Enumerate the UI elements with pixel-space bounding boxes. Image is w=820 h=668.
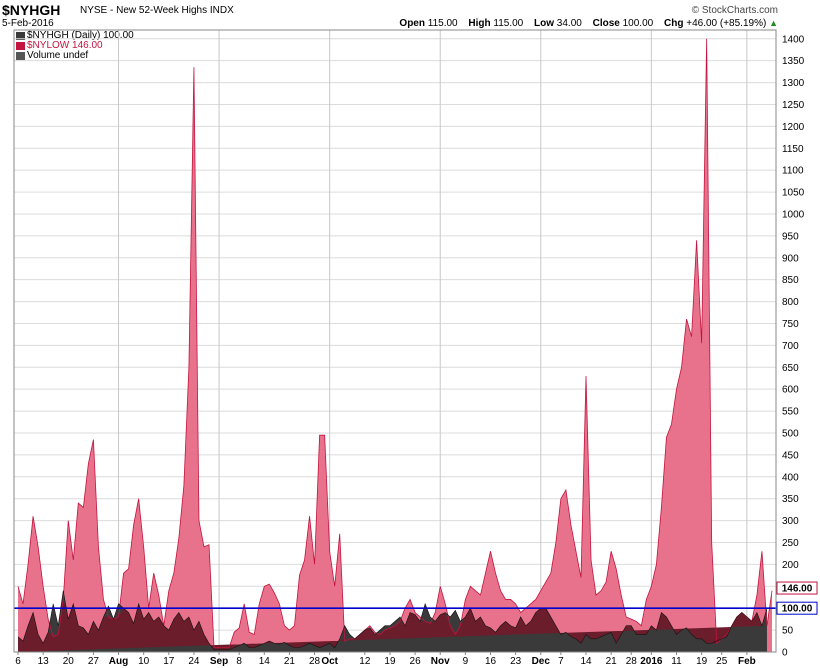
up-triangle-icon: ▲ (769, 18, 778, 28)
chart-legend: $NYHGH (Daily) 100.00 $NYLOW 146.00 Volu… (16, 31, 134, 61)
y-tick-label: 400 (782, 472, 799, 483)
y-tick-label: 800 (782, 297, 799, 308)
x-tick-label: 14 (259, 656, 271, 667)
y-tick-label: 500 (782, 428, 799, 439)
x-tick-label: 14 (580, 656, 592, 667)
chart-exchange: INDX (209, 5, 234, 16)
low-label: Low (534, 18, 555, 29)
y-tick-label: 900 (782, 253, 799, 264)
x-tick-label: Feb (738, 656, 756, 667)
x-tick-label: 28 (309, 656, 321, 667)
y-tick-label: 1050 (782, 188, 805, 199)
chart-date: 5-Feb-2016 (2, 18, 54, 29)
y-tick-label: 700 (782, 341, 799, 352)
chg-label: Chg (664, 18, 684, 29)
x-tick-label: Nov (431, 656, 450, 667)
x-tick-label: 9 (463, 656, 469, 667)
y-tick-label: 950 (782, 231, 799, 242)
close-value: 100.00 (622, 18, 654, 29)
y-tick-label: 200 (782, 560, 799, 571)
y-tick-label: 1350 (782, 56, 805, 67)
series-area-overlap (18, 599, 767, 652)
x-tick-label: 13 (38, 656, 50, 667)
series-line-nylow (17, 38, 773, 649)
y-tick-label: 550 (782, 407, 799, 418)
x-tick-label: 25 (716, 656, 728, 667)
last-value-box (776, 601, 818, 615)
y-tick-label: 450 (782, 450, 799, 461)
last-value-label: 100.00 (782, 604, 813, 615)
y-tick-label: 1150 (782, 144, 804, 155)
legend-label-volume: Volume undef (27, 50, 89, 61)
open-label: Open (399, 18, 425, 29)
x-tick-label: 17 (163, 656, 175, 667)
chg-value: +46.00 (+85.19%) (686, 18, 767, 29)
x-tick-label: 19 (696, 656, 708, 667)
legend-item-volume: Volume undef (16, 51, 134, 61)
x-tick-label: 19 (384, 656, 396, 667)
legend-swatch-nylow (16, 42, 25, 50)
y-tick-label: 1300 (782, 78, 805, 89)
x-tick-label: 21 (606, 656, 618, 667)
legend-item-nyhgh: $NYHGH (Daily) 100.00 (16, 31, 134, 41)
x-tick-label: 16 (485, 656, 497, 667)
ohlc-readout: Open 115.00 High 115.00 Low 34.00 Close … (399, 18, 778, 29)
y-tick-label: 850 (782, 275, 799, 286)
chart-name: NYSE - New 52-Week Highs INDX (80, 5, 234, 16)
x-tick-label: 26 (410, 656, 422, 667)
y-tick-label: 1000 (782, 209, 805, 220)
y-tick-label: 300 (782, 516, 799, 527)
x-tick-label: 28 (626, 656, 638, 667)
y-tick-label: 50 (782, 626, 794, 637)
y-tick-label: 1100 (782, 166, 804, 177)
low-value: 34.00 (556, 18, 582, 29)
x-tick-label: 2016 (640, 656, 663, 667)
high-value: 115.00 (493, 18, 524, 29)
x-tick-label: 12 (359, 656, 371, 667)
y-tick-label: 1400 (782, 34, 805, 45)
y-tick-label: 250 (782, 538, 799, 549)
x-tick-label: 7 (558, 656, 564, 667)
x-tick-label: 10 (138, 656, 150, 667)
x-tick-label: Aug (109, 656, 128, 667)
last-value-label: 146.00 (782, 584, 813, 595)
x-tick-label: Oct (321, 656, 338, 667)
x-tick-label: 6 (15, 656, 21, 667)
y-tick-label: 350 (782, 494, 799, 505)
legend-item-nylow: $NYLOW 146.00 (16, 41, 134, 51)
legend-label-nylow: $NYLOW 146.00 (27, 40, 103, 51)
x-tick-label: 23 (510, 656, 522, 667)
open-value: 115.00 (427, 18, 458, 29)
x-tick-label: Dec (532, 656, 551, 667)
x-tick-label: 27 (88, 656, 100, 667)
y-tick-label: 1250 (782, 100, 805, 111)
series-area-nylow (18, 38, 772, 652)
x-tick-label: 20 (63, 656, 75, 667)
y-tick-label: 650 (782, 363, 799, 374)
chart-symbol: $NYHGH (2, 2, 61, 18)
legend-label-nyhgh: $NYHGH (Daily) 100.00 (27, 30, 134, 41)
chart-index-name: NYSE - New 52-Week Highs (80, 5, 208, 16)
series-line-nyhgh (17, 590, 768, 651)
y-tick-label: 0 (782, 648, 788, 659)
y-tick-label: 750 (782, 319, 799, 330)
x-tick-label: 21 (284, 656, 296, 667)
stockcharts-credit[interactable]: © StockCharts.com (691, 5, 778, 16)
last-value-box (776, 581, 818, 595)
x-tick-label: 24 (188, 656, 200, 667)
plot-frame (13, 29, 777, 653)
x-tick-label: Sep (210, 656, 228, 667)
y-tick-label: 1200 (782, 122, 805, 133)
x-tick-label: 11 (671, 656, 682, 667)
y-tick-label: 600 (782, 385, 799, 396)
legend-swatch-volume (16, 52, 25, 60)
legend-swatch-nyhgh (16, 32, 25, 40)
high-label: High (468, 18, 491, 29)
chart-header: $NYHGH NYSE - New 52-Week Highs INDX © S… (0, 0, 820, 30)
x-tick-label: 8 (236, 656, 242, 667)
close-label: Close (592, 18, 620, 29)
